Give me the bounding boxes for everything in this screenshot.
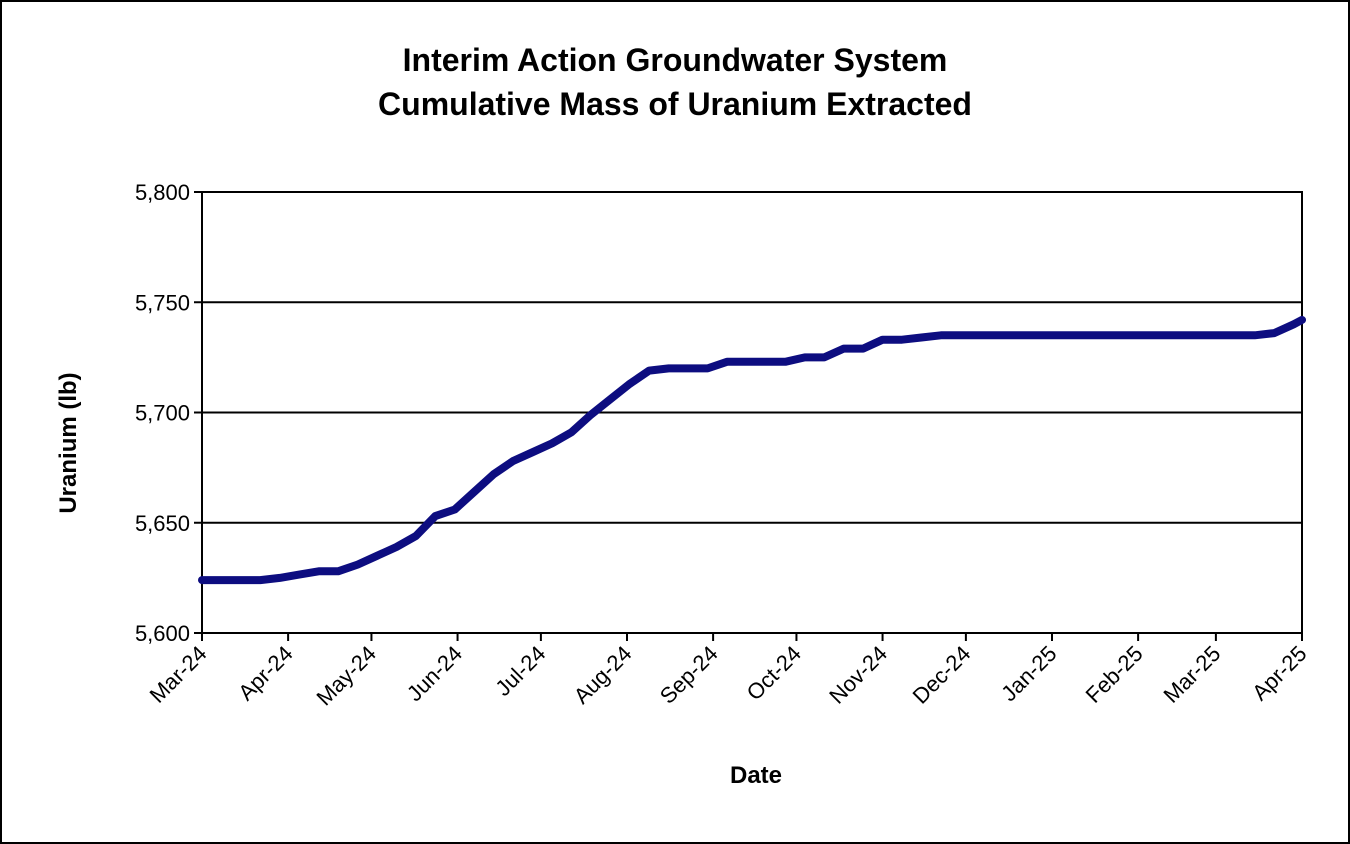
x-tick-label: Apr-24 <box>233 641 297 705</box>
x-tick-label: Aug-24 <box>569 641 637 709</box>
x-axis-ticks: Mar-24 Apr-24 May-24 Jun-24 Jul-24 Aug-24 Sep-… <box>145 633 1312 710</box>
x-tick-label: Oct-24 <box>742 641 806 705</box>
y-tick-label: 5,650 <box>135 511 190 536</box>
series-line <box>198 315 1306 585</box>
x-tick-label: Nov-24 <box>824 641 892 709</box>
x-tick-label: Mar-25 <box>1158 641 1225 708</box>
x-tick-label: Mar-24 <box>145 641 212 708</box>
x-tick-label: Jun-24 <box>402 641 467 706</box>
x-tick-label: Apr-25 <box>1247 641 1311 705</box>
x-tick-label: May-24 <box>311 641 381 711</box>
grid-lines <box>202 301 1302 524</box>
x-tick-label: Dec-24 <box>908 641 976 709</box>
x-axis-title: Date <box>730 762 782 789</box>
chart-title-line1: Interim Action Groundwater System <box>402 42 948 78</box>
y-tick-label: 5,750 <box>135 290 190 315</box>
x-tick-label: Sep-24 <box>655 641 723 709</box>
chart-title-line2: Cumulative Mass of Uranium Extracted <box>378 86 972 122</box>
x-tick-label: Jul-24 <box>490 641 550 701</box>
y-tick-label: 5,700 <box>135 401 190 426</box>
x-tick-label: Feb-25 <box>1081 641 1148 708</box>
y-axis-title: Uranium (lb) <box>55 372 82 513</box>
x-tick-label: Jan-25 <box>996 641 1061 706</box>
y-axis-ticks: 5,600 5,650 5,700 5,750 5,800 <box>135 180 202 646</box>
y-tick-label: 5,800 <box>135 180 190 205</box>
y-tick-label: 5,600 <box>135 621 190 646</box>
